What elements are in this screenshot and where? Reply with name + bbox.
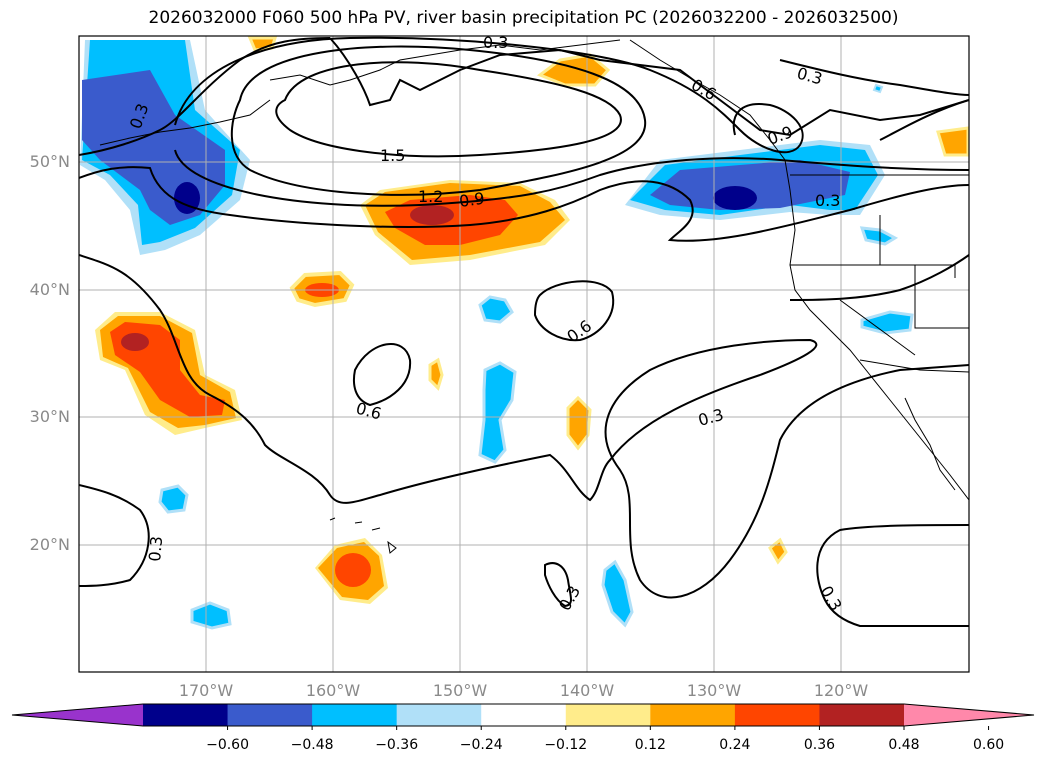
colorbar-tick-label: −0.24 — [459, 737, 503, 753]
lon-label-170w: 170°W — [178, 681, 234, 700]
north-america-coast — [629, 39, 969, 501]
negative-anomaly-nw-max — [174, 182, 200, 214]
negative-spot-7 — [859, 226, 899, 246]
positive-spot-5 — [768, 537, 788, 565]
colorbar — [11, 703, 1035, 730]
colorbar-tick-label: 0.48 — [888, 737, 920, 753]
pv-contour-1-5 — [275, 61, 622, 158]
colorbar-outline — [11, 703, 1035, 727]
negative-spot-5 — [601, 559, 634, 628]
pv-contour-0-3-small — [544, 562, 572, 608]
lon-label-120w: 120°W — [813, 681, 869, 700]
pv-contour-0-6-closed-2 — [533, 280, 615, 342]
negative-anomaly-ne-max — [713, 186, 757, 210]
positive-spot-hawaii-strong — [335, 553, 371, 587]
contour-label: 0.3 — [696, 405, 726, 430]
contour-label: 1.5 — [380, 146, 405, 165]
negative-anomaly-ne-strong — [650, 160, 850, 210]
lon-label-140w: 140°W — [559, 681, 615, 700]
us-mexico-border — [859, 359, 969, 373]
colorbar-segment — [143, 704, 229, 726]
negative-spot-3 — [158, 484, 189, 514]
colorbar-tick-label: 0.24 — [719, 737, 751, 753]
colorbar-segment — [227, 704, 313, 726]
colorbar-tick-label: −0.48 — [290, 737, 334, 753]
pv-contour-0-6-closed-1 — [352, 343, 412, 407]
state-borders — [790, 215, 969, 356]
contour-label: 1.2 — [418, 187, 443, 206]
pv-contour-0-3-west — [79, 484, 150, 587]
colorbar-segment — [481, 704, 567, 726]
pv-contour-0-9 — [174, 36, 804, 154]
colorbar-tick-label: 0.12 — [634, 737, 666, 753]
contour-label: 0.6 — [563, 316, 595, 346]
colorbar-tick-label: 0.60 — [972, 737, 1005, 753]
colorbar-segment — [312, 704, 398, 726]
colorbar-tick-label: 0.36 — [803, 737, 836, 753]
colorbar-tick-label: −0.36 — [375, 737, 419, 753]
lat-label-50n: 50°N — [29, 152, 70, 171]
colorbar-segment — [819, 704, 905, 726]
positive-spot-4 — [566, 395, 592, 451]
pv-contour-0-3-ne2 — [789, 254, 969, 301]
pv-contour-0-3-ne — [779, 59, 969, 96]
pv-contour-0-3-far-ne — [879, 99, 969, 141]
contour-label: 0.3 — [483, 33, 508, 52]
pv-contour-0-3-south — [816, 524, 969, 627]
baja-coast — [904, 397, 956, 491]
map-frame — [78, 35, 970, 673]
positive-spot-north-3 — [936, 126, 969, 157]
lon-label-150w: 150°W — [432, 681, 488, 700]
positive-anomaly-west-max — [121, 333, 149, 351]
hawaii-islands — [329, 517, 397, 554]
colorbar-segment — [650, 704, 736, 726]
pv-contour-0-6 — [79, 37, 969, 156]
positive-spot-3 — [428, 357, 444, 391]
lon-label-160w: 160°W — [305, 681, 361, 700]
contour-label: 0.9 — [458, 189, 486, 211]
colorbar-extend-max — [904, 704, 1034, 726]
map-title: 2026032000 F060 500 hPa PV, river basin … — [148, 8, 899, 28]
aleutian-chain — [99, 99, 271, 146]
colorbar-extend-min — [12, 704, 143, 726]
lat-label-20n: 20°N — [29, 535, 70, 554]
coastlines — [99, 39, 969, 554]
colorbar-segment — [396, 704, 482, 726]
negative-spot-2 — [478, 361, 517, 464]
negative-spot-4 — [190, 601, 232, 630]
lat-label-30n: 30°N — [29, 407, 70, 426]
pv-contour-0-3-north — [79, 166, 969, 242]
positive-anomaly-north-max — [410, 205, 454, 225]
pv-contour-0-3-main — [79, 254, 969, 599]
colorbar-segment — [565, 704, 651, 726]
negative-spot-8 — [872, 83, 884, 94]
negative-anomaly-nw-strong — [82, 70, 225, 225]
contour-label: 0.3 — [815, 191, 840, 210]
colorbar-tick-label: −0.60 — [206, 737, 249, 753]
pv-contours — [79, 36, 969, 627]
contour-label: 0.3 — [795, 64, 825, 89]
contour-label: 0.3 — [145, 535, 166, 562]
pv-contour-0-9b — [174, 149, 969, 207]
colorbar-segment — [734, 704, 820, 726]
lat-label-40n: 40°N — [29, 280, 70, 299]
pv-contour-1-2 — [230, 45, 647, 196]
negative-spot-6 — [860, 310, 914, 335]
contour-label: 0.3 — [555, 582, 584, 614]
precipitation-pc-shading — [80, 36, 969, 630]
lon-label-130w: 130°W — [686, 681, 742, 700]
negative-spot-1 — [478, 295, 514, 324]
colorbar-tick-label: −0.12 — [544, 737, 588, 753]
